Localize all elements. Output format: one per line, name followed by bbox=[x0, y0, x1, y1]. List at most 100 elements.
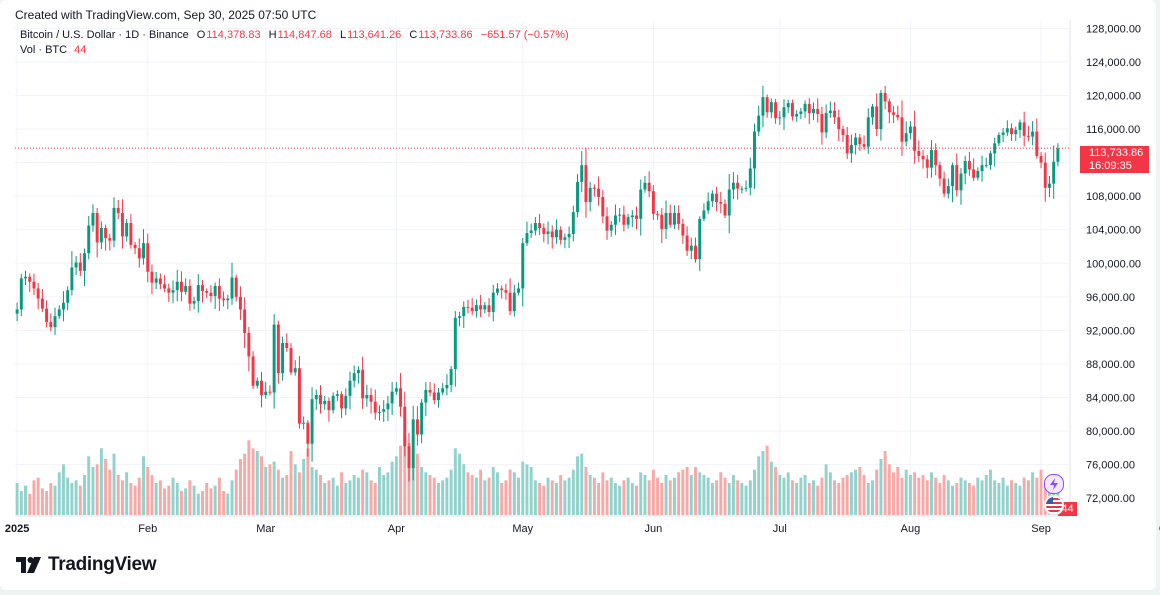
volume-bar bbox=[597, 483, 601, 515]
candle-body bbox=[563, 237, 567, 240]
volume-bar bbox=[66, 477, 70, 515]
candle-body bbox=[997, 134, 1001, 144]
volume-bar bbox=[925, 480, 929, 515]
candle-body bbox=[378, 411, 381, 413]
candle-body bbox=[403, 406, 407, 447]
volume-bar bbox=[352, 475, 356, 515]
candle-body bbox=[432, 392, 436, 401]
volume-bar bbox=[449, 469, 453, 515]
volume-bar bbox=[672, 477, 676, 515]
candle-body bbox=[900, 117, 904, 142]
candle-body bbox=[533, 223, 537, 231]
open-label: O bbox=[196, 29, 206, 41]
volume-bar bbox=[656, 477, 660, 515]
candle-body bbox=[281, 343, 285, 374]
candle-body bbox=[70, 267, 74, 291]
candle-body bbox=[845, 134, 849, 154]
candle-body bbox=[1047, 183, 1051, 188]
volume-bar bbox=[437, 483, 440, 515]
volume-bar bbox=[820, 477, 824, 515]
volume-bar bbox=[441, 480, 445, 515]
candle-body bbox=[19, 278, 23, 310]
candle-body bbox=[146, 243, 150, 272]
candle-body bbox=[546, 231, 550, 234]
volume-bar bbox=[517, 477, 521, 515]
volume-bar bbox=[495, 472, 499, 515]
volume-bar bbox=[824, 464, 828, 515]
volume-bar bbox=[310, 467, 314, 515]
candle-body bbox=[179, 281, 183, 292]
candle-body bbox=[205, 290, 209, 293]
candle-body bbox=[778, 117, 782, 119]
volume-bar bbox=[736, 480, 740, 515]
candle-body bbox=[500, 288, 504, 291]
volume-bar bbox=[45, 491, 49, 515]
volume-bar bbox=[946, 480, 950, 515]
volume-bar bbox=[879, 459, 883, 515]
volume-bar bbox=[53, 485, 57, 515]
volume-bar bbox=[49, 483, 53, 515]
candle-body bbox=[99, 228, 103, 243]
volume-bar bbox=[790, 480, 794, 515]
candle-body bbox=[892, 112, 896, 115]
candle-body bbox=[373, 401, 377, 413]
volume-bar bbox=[70, 483, 74, 515]
x-tick-label: Sep bbox=[1031, 523, 1051, 535]
candle-body bbox=[1056, 148, 1060, 162]
volume-bar bbox=[74, 480, 78, 515]
volume-bar bbox=[592, 477, 596, 515]
candle-body bbox=[567, 233, 571, 238]
volume-bar bbox=[689, 475, 693, 515]
volume-bar bbox=[1039, 469, 1043, 515]
volume-bar bbox=[40, 488, 44, 515]
candle-body bbox=[243, 309, 247, 333]
volume-bar bbox=[264, 467, 268, 515]
candle-body bbox=[1001, 132, 1005, 135]
x-tick-label: 2025 bbox=[5, 523, 29, 535]
volume-bar bbox=[753, 469, 756, 515]
candle-body bbox=[87, 225, 91, 254]
volume-bar bbox=[786, 472, 790, 515]
candle-body bbox=[812, 108, 815, 114]
volume-bar bbox=[618, 485, 622, 515]
volume-bar bbox=[976, 477, 980, 515]
volume-bar bbox=[1018, 485, 1022, 515]
high-value: 114,847.68 bbox=[277, 29, 332, 41]
candlestick-chart[interactable]: 128,000.00 124,000.00 120,000.00 116,000.00… bbox=[0, 0, 1160, 550]
x-tick-label: Mar bbox=[256, 523, 275, 535]
candle-body bbox=[807, 103, 811, 114]
volume-bar bbox=[812, 480, 815, 515]
volume-bar bbox=[858, 467, 862, 515]
volume-bar bbox=[154, 483, 158, 515]
candle-body bbox=[15, 309, 19, 314]
tradingview-logo[interactable]: TradingView bbox=[16, 553, 157, 577]
volume-bar bbox=[913, 472, 917, 515]
candle-body bbox=[171, 290, 175, 293]
candle-body bbox=[167, 288, 171, 293]
volume-bar bbox=[837, 483, 841, 515]
lightning-icon[interactable] bbox=[1044, 474, 1064, 494]
volume-bar bbox=[116, 475, 120, 515]
volume-bar bbox=[761, 451, 765, 515]
volume-bar bbox=[757, 456, 761, 515]
volume-bar bbox=[559, 475, 563, 515]
volume-bar bbox=[382, 475, 386, 515]
us-flag-icon[interactable] bbox=[1044, 495, 1064, 515]
candle-body bbox=[774, 102, 778, 119]
volume-legend: Vol · BTC 44 bbox=[20, 44, 86, 56]
candle-body bbox=[1014, 129, 1018, 135]
volume-bar bbox=[150, 475, 154, 515]
candle-body bbox=[727, 189, 731, 216]
candle-body bbox=[694, 245, 697, 260]
candle-body bbox=[28, 276, 32, 282]
candle-body bbox=[437, 392, 440, 401]
candle-body bbox=[104, 228, 108, 239]
volume-bar bbox=[967, 483, 971, 515]
volume-bar bbox=[883, 451, 887, 515]
volume-value: 44 bbox=[74, 44, 87, 56]
candle-body bbox=[921, 155, 925, 160]
candle-body bbox=[45, 308, 49, 323]
candle-body bbox=[854, 137, 858, 146]
volume-bar bbox=[403, 435, 407, 515]
volume-bar bbox=[508, 469, 512, 515]
